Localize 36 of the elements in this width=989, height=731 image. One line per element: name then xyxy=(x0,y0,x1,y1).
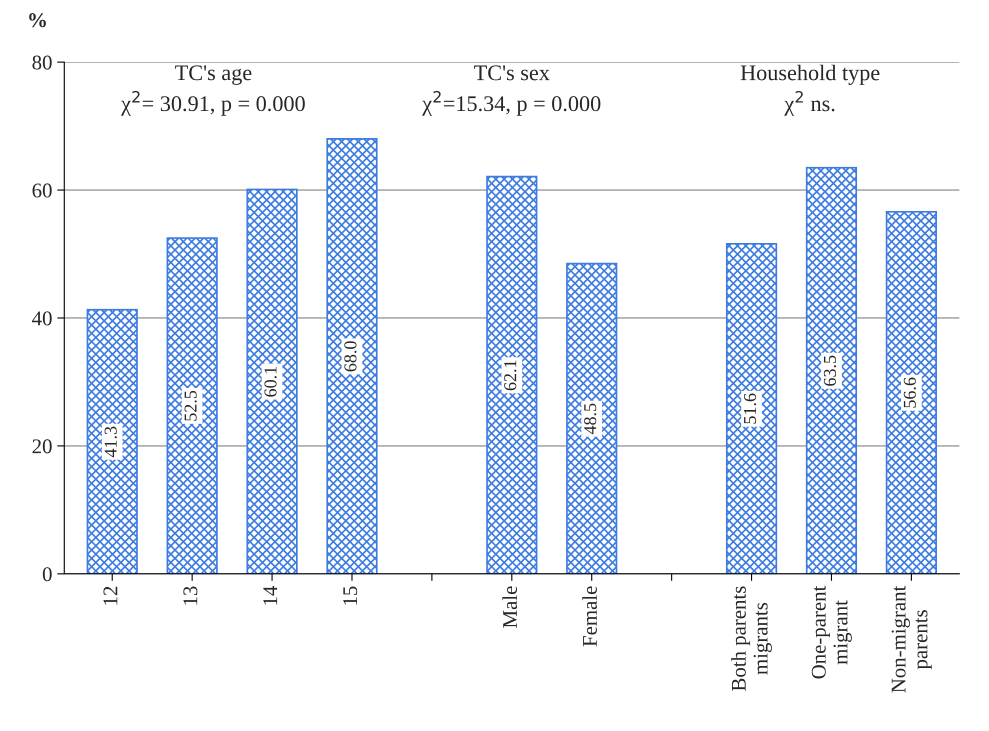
y-tick-label: 0 xyxy=(42,567,52,582)
x-tick-label: Both parents migrants xyxy=(731,586,772,691)
bar xyxy=(246,188,298,574)
data-label: 51.6 xyxy=(744,394,756,424)
data-label: 48.5 xyxy=(584,404,596,434)
text: TC's sex χ$^{2}$=15.34, p = 0.000 xyxy=(422,65,600,116)
x-tick-label: 13 xyxy=(183,586,198,605)
x-tick-label: 15 xyxy=(343,586,358,605)
y-tick-label: 60 xyxy=(32,183,52,198)
data-label: 60.1 xyxy=(264,366,277,397)
data-label: 52.5 xyxy=(184,390,197,421)
bar xyxy=(726,242,778,574)
y-tick-label: 20 xyxy=(32,439,52,454)
y-axis-title: % xyxy=(29,13,46,28)
bar xyxy=(566,262,618,574)
annotation: Household type χ$^{2}$ ns. xyxy=(740,64,880,116)
x-tick-label: Female xyxy=(582,586,597,646)
bar xyxy=(886,210,937,574)
y-tick-label: 40 xyxy=(32,311,52,326)
text: TC's age χ$^{2}$= 30.91, p = 0.000 xyxy=(121,65,305,116)
bar xyxy=(326,138,378,574)
bar xyxy=(86,308,138,574)
bar xyxy=(166,237,218,574)
data-label: 68.0 xyxy=(344,341,357,372)
data-label: 56.6 xyxy=(904,378,916,408)
x-tick-label: Male xyxy=(502,586,518,628)
x-tick-label: Non-migrant parents xyxy=(892,586,932,693)
data-label: 41.3 xyxy=(104,426,117,458)
data-label: 63.5 xyxy=(824,356,836,386)
y-tick-label: 80 xyxy=(32,56,52,70)
x-tick-label: 14 xyxy=(263,586,278,605)
x-tick-label: 12 xyxy=(103,586,118,605)
bar xyxy=(806,166,858,574)
x-tick-label: One-parent migrant xyxy=(812,586,852,678)
bar xyxy=(486,176,538,574)
data-label: 62.1 xyxy=(504,360,516,390)
